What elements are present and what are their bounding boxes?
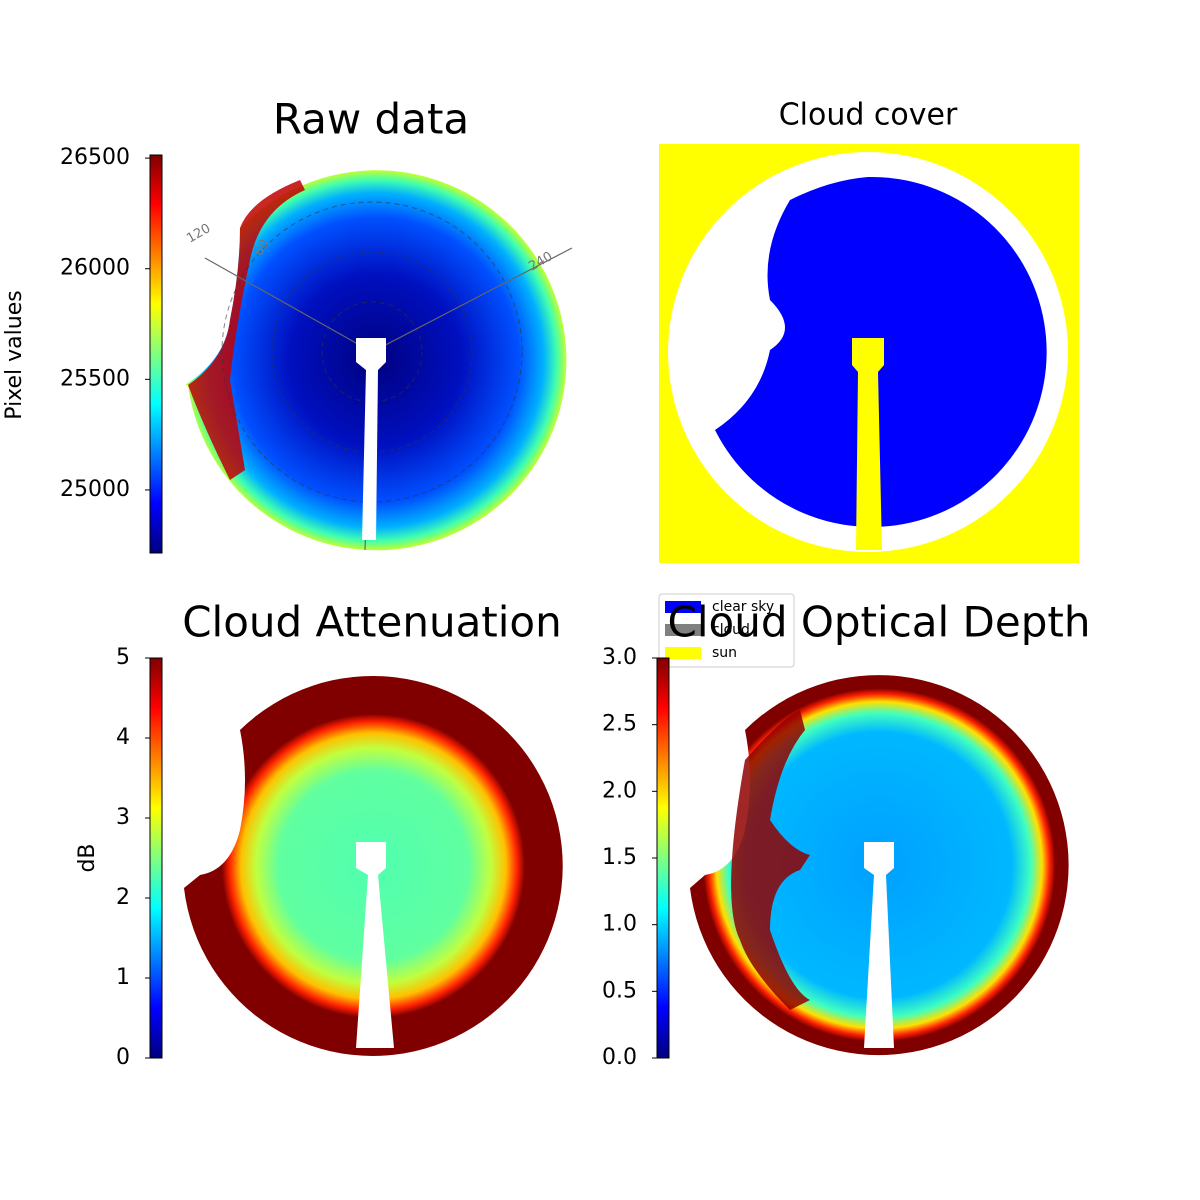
legend-label: sun (712, 645, 737, 661)
panel-title: Cloud Attenuation (182, 598, 562, 647)
optical-depth-image (690, 675, 1069, 1056)
colorbar (149, 154, 163, 554)
colorbar-tick-label: 5 (116, 645, 130, 670)
colorbar-tick-label: 1.0 (602, 912, 637, 937)
colorbar-tick-label: 1 (116, 965, 130, 990)
colorbar-label: dB (75, 843, 100, 872)
colorbar-tick-label: 0.0 (602, 1045, 637, 1070)
colorbar-tick-label: 2 (116, 885, 130, 910)
colorbar-tick-label: 4 (116, 725, 130, 750)
panel-title: Cloud cover (779, 98, 958, 133)
colorbar-tick-label: 25000 (60, 477, 130, 502)
cloud-cover-image (659, 144, 1079, 563)
colorbar (149, 657, 163, 1059)
colorbar (656, 657, 670, 1059)
colorbar-tick-label: 26000 (60, 256, 130, 281)
attenuation-image (184, 675, 563, 1056)
colorbar-tick-label: 0.5 (602, 978, 637, 1003)
panel-title: Raw data (273, 95, 469, 144)
panel-title: Cloud Optical Depth (668, 598, 1091, 647)
raw-image (185, 170, 573, 551)
colorbar-tick-label: 3.0 (602, 645, 637, 670)
legend-swatch (665, 647, 701, 659)
legend-swatch (665, 624, 701, 636)
colorbar-tick-label: 2.5 (602, 712, 637, 737)
polar-label: 60 (252, 237, 273, 259)
legend-label: clear sky (712, 599, 774, 615)
colorbar-tick-label: 3 (116, 805, 130, 830)
colorbar-tick-label: 2.0 (602, 778, 637, 803)
polar-label: 120 (184, 221, 213, 246)
colorbar-tick-label: 26500 (60, 145, 130, 170)
colorbar-tick-label: 1.5 (602, 845, 637, 870)
legend-swatch (665, 601, 701, 613)
colorbar-tick-label: 25500 (60, 366, 130, 391)
legend-label: cloud (712, 622, 750, 638)
colorbar-tick-label: 0 (116, 1045, 130, 1070)
colorbar-label: Pixel values (2, 290, 27, 419)
